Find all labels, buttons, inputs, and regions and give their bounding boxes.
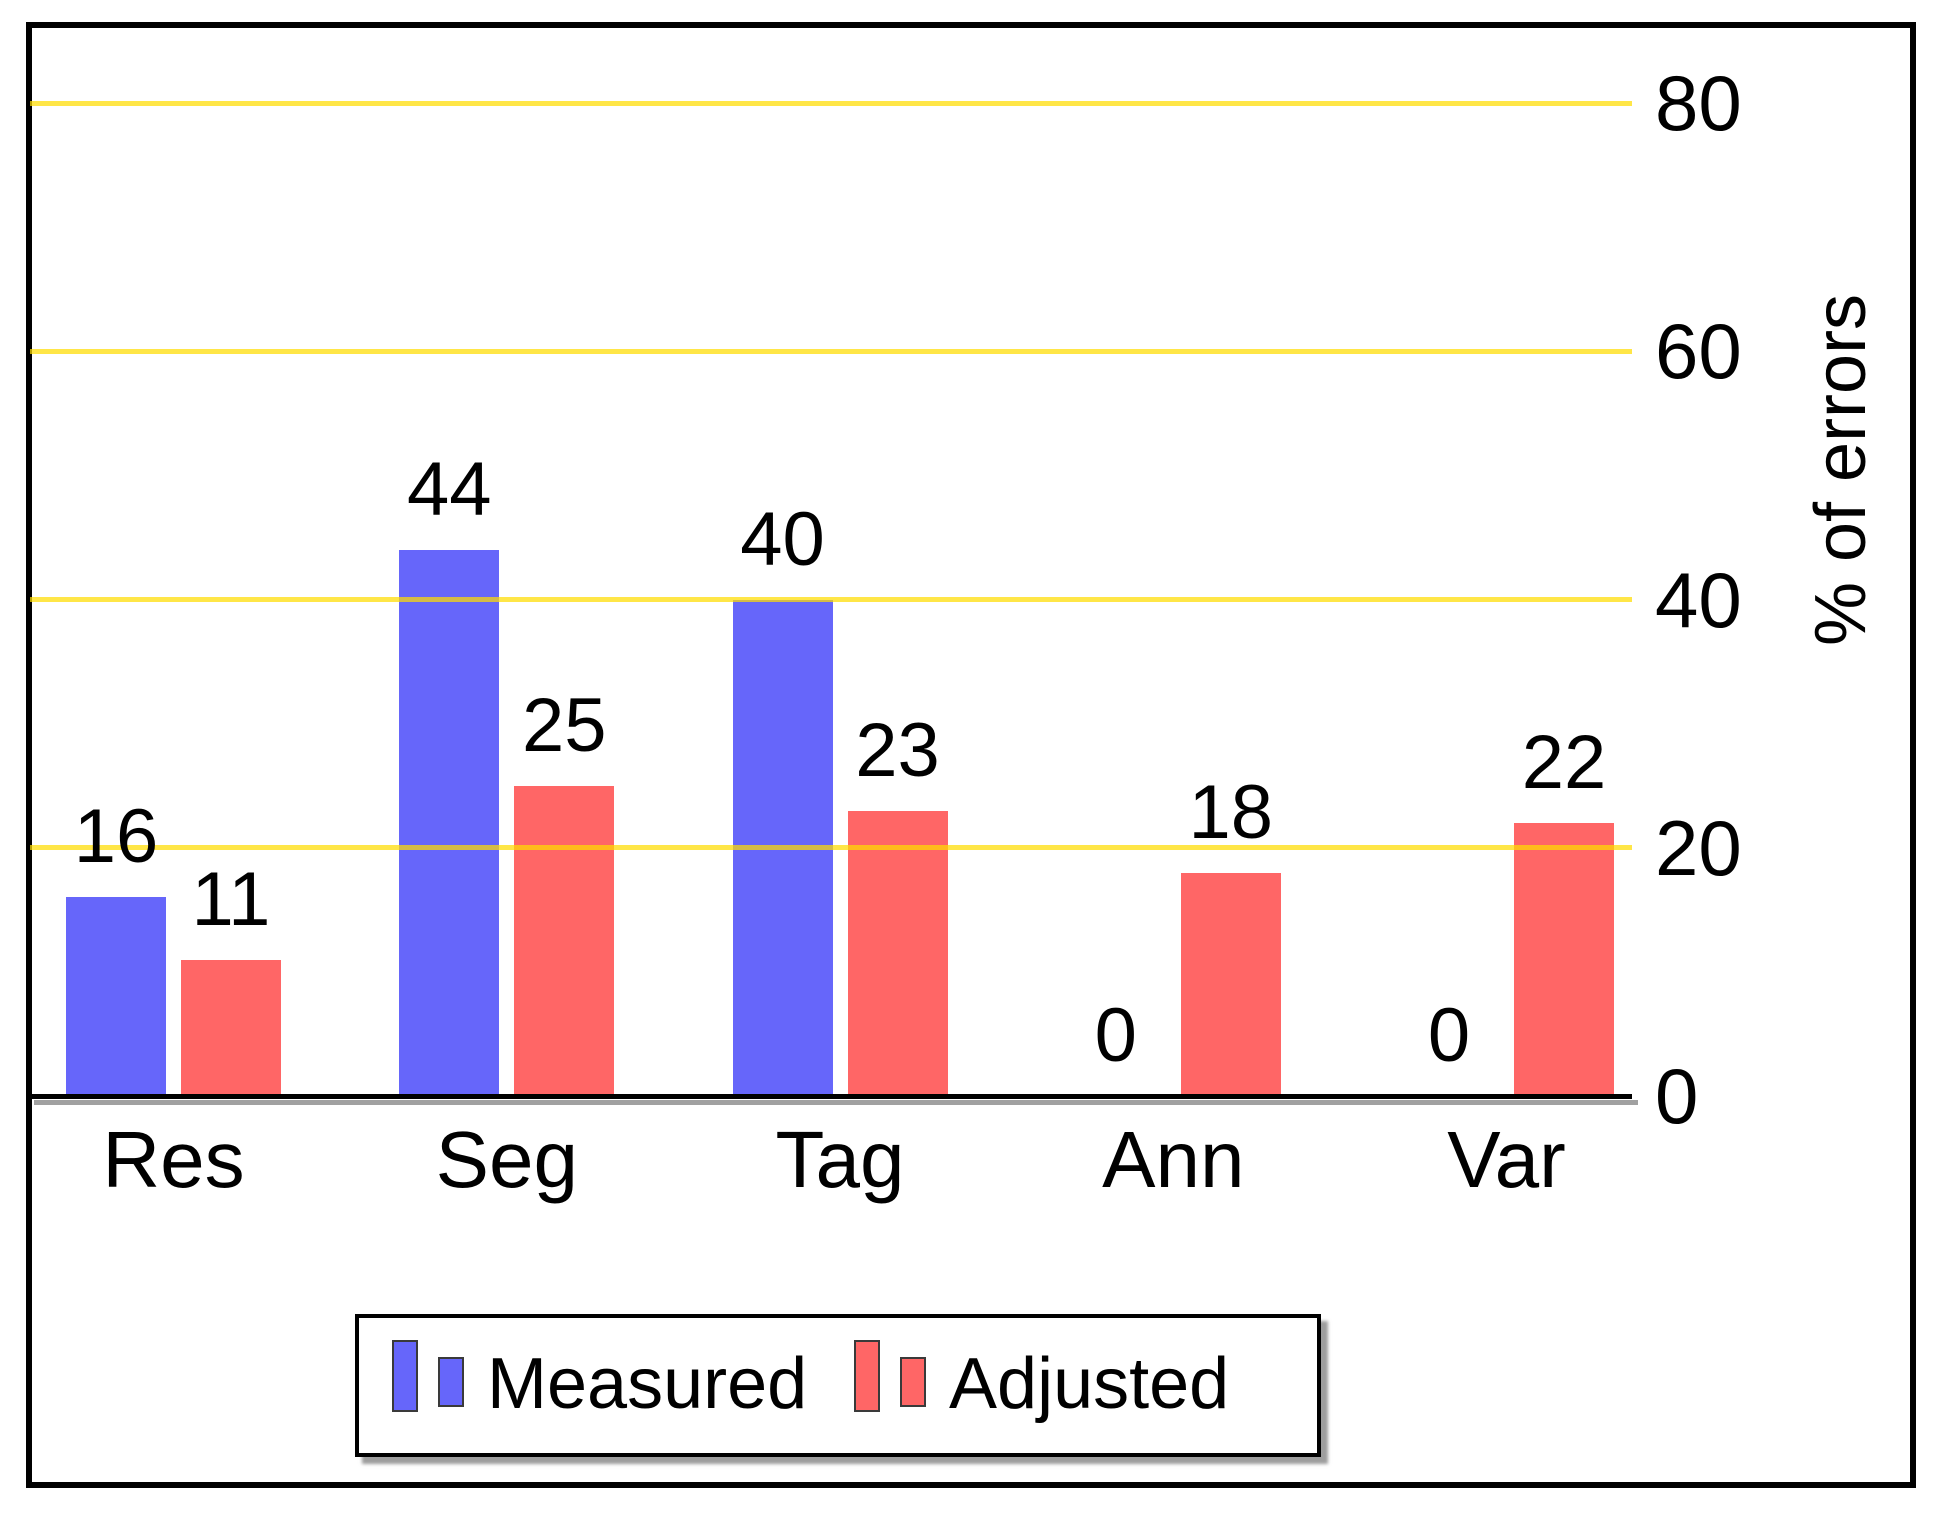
x-axis-line [28, 1094, 1632, 1099]
legend-label-adjusted: Adjusted [949, 1344, 1230, 1424]
bar-measured-res [66, 897, 166, 1096]
legend-swatch-short-measured [438, 1357, 464, 1407]
value-label-adjusted-seg: 25 [522, 682, 607, 768]
legend-box: Measured Adjusted [355, 1314, 1321, 1457]
gridline-y80 [30, 100, 1632, 106]
value-label-measured-var: 0 [1427, 993, 1471, 1078]
y-tick-label-0: 0 [1655, 1052, 1699, 1140]
bar-measured-seg [399, 549, 500, 1096]
x-tick-label-res: Res [102, 1115, 245, 1204]
legend-swatch-tall-measured [392, 1340, 418, 1412]
figure-frame [26, 22, 1916, 1488]
gridline-y40 [30, 597, 1632, 602]
value-label-adjusted-res: 11 [191, 856, 271, 942]
y-axis-label: % of errors [1801, 293, 1881, 647]
x-tick-label-ann: Ann [1102, 1115, 1245, 1204]
bar-adjusted-ann [1180, 872, 1281, 1096]
y-tick-label-40: 40 [1655, 555, 1742, 644]
y-tick-label-20: 20 [1655, 803, 1742, 892]
legend-swatch-short-adjusted [900, 1357, 926, 1407]
value-label-measured-res: 16 [73, 794, 159, 880]
bar-adjusted-seg [514, 785, 615, 1096]
value-label-adjusted-var: 22 [1521, 719, 1607, 805]
y-tick-label-60: 60 [1655, 307, 1742, 396]
value-label-measured-tag: 40 [740, 496, 825, 582]
legend-label-measured: Measured [487, 1344, 808, 1424]
x-axis-shadow [34, 1100, 1638, 1105]
x-tick-label-seg: Seg [435, 1115, 578, 1204]
x-tick-label-var: Var [1447, 1115, 1566, 1204]
legend-swatch-tall-adjusted [854, 1340, 880, 1412]
gridline-y60 [30, 348, 1632, 354]
x-tick-label-tag: Tag [775, 1115, 905, 1204]
y-tick-label-80: 80 [1655, 59, 1742, 147]
bar-adjusted-res [181, 959, 281, 1096]
bar-adjusted-var [1514, 822, 1614, 1096]
gridline-y20 [30, 845, 1632, 851]
value-label-measured-seg: 44 [407, 446, 492, 532]
value-label-measured-ann: 0 [1094, 993, 1137, 1078]
bar-adjusted-tag [847, 810, 948, 1096]
value-label-adjusted-ann: 18 [1188, 769, 1274, 855]
value-label-adjusted-tag: 23 [855, 707, 940, 793]
